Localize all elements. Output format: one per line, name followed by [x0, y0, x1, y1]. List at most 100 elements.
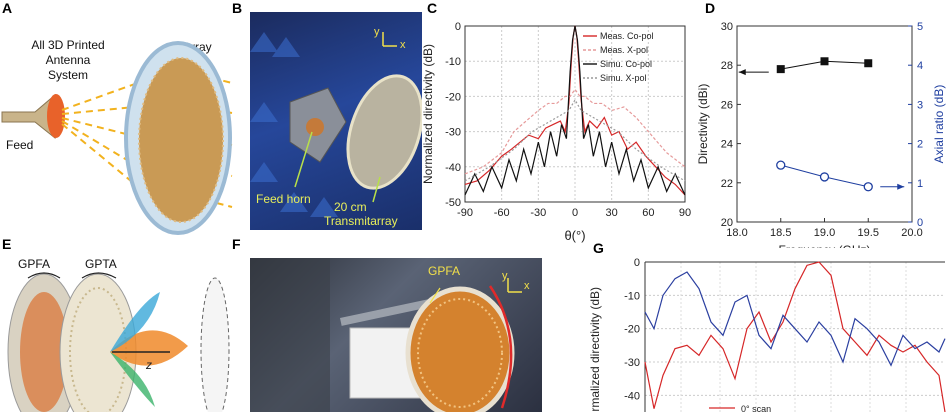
y-tick-label: 0 [455, 21, 461, 33]
x-axis-label: θ(°) [564, 228, 585, 243]
directivity-marker [820, 57, 829, 66]
legend-label: 0° scan [741, 404, 771, 412]
y-tick-label: -50 [445, 197, 461, 209]
y-tick-label: 26 [721, 99, 733, 111]
y-tick-label: -20 [624, 324, 640, 336]
y-axis-label: Normalized directivity (dB) [588, 287, 602, 412]
x-tick-label: -60 [494, 207, 510, 219]
system-caption-line: System [47, 68, 88, 82]
panel-label-d: D [705, 0, 716, 16]
chamber-scene [250, 32, 422, 217]
scanned-beam [110, 352, 155, 407]
x-tick-label: -90 [457, 207, 473, 219]
prototype-scene [250, 258, 522, 412]
scan-circle [200, 277, 230, 412]
x-axis-label: Frequency (GHz) [778, 243, 870, 248]
y-tick-label: -10 [624, 290, 640, 302]
x-tick-label: -30 [530, 207, 546, 219]
y2-tick-label: 2 [917, 139, 923, 151]
y2-tick-label: 3 [917, 99, 923, 111]
panel-label-c: C [427, 0, 438, 16]
y2-tick-label: 4 [917, 60, 923, 72]
series-line [644, 261, 946, 412]
y-tick-label: -40 [445, 162, 461, 174]
panel-label-g: G [593, 240, 604, 256]
panel-label-a: A [2, 0, 13, 16]
axial-ratio-marker [776, 160, 786, 170]
directivity-marker [864, 59, 873, 68]
y2-axis-label: Axial ratio (dB) [932, 85, 946, 164]
arrow-head [897, 183, 905, 190]
scanned-beam [110, 292, 160, 352]
anechoic-chamber-photo: y x Feed horn 20 cm Transmitarray [250, 12, 422, 230]
y-tick-label: 28 [721, 60, 733, 72]
y-tick-label: 24 [721, 139, 733, 151]
gpfa-photo-disc [405, 286, 515, 412]
chart-c: -90 -60 -30 0 30 60 90 0 -10 -20 -30 -40 -50 Meas. Co… [421, 21, 691, 243]
series-line [464, 25, 686, 196]
y-tick-label: -20 [445, 91, 461, 103]
axis-y-label-f: y [502, 270, 508, 282]
x-tick-label: 20.0 [901, 227, 922, 239]
legend-label: Simu. Co-pol [600, 59, 652, 69]
axis-x-label-f: x [524, 280, 530, 292]
axis-x-label: x [400, 39, 406, 51]
antenna-system-illustration [1, 41, 233, 235]
axial-ratio-marker [863, 182, 873, 192]
panel-label-b: B [232, 0, 243, 16]
axis-y-label: y [374, 26, 380, 38]
x-tick-label: 60 [642, 207, 654, 219]
y-tick-label: -30 [624, 357, 640, 369]
x-tick-label: 19.5 [858, 227, 879, 239]
y-tick-label: 0 [634, 257, 640, 269]
x-tick-label: 30 [606, 207, 618, 219]
y2-tick-label: 1 [917, 178, 923, 190]
x-tick-label: 18.0 [726, 227, 747, 239]
array-aperture [139, 58, 223, 222]
gpfa-label-f: GPFA [428, 264, 461, 278]
feed-horn-shape [1, 93, 56, 140]
arrow-head [738, 69, 746, 76]
feed-label: Feed [6, 138, 34, 152]
gpfa-photo-cells [417, 298, 503, 408]
series-line [464, 98, 686, 182]
mounting-rod [340, 295, 450, 326]
feed-aperture [47, 94, 65, 138]
array-cells [138, 57, 224, 223]
series-line [464, 88, 686, 175]
y2-tick-label: 0 [917, 217, 923, 229]
panel-label-e: E [2, 236, 12, 252]
legend-label: Meas. Co-pol [600, 31, 654, 41]
y-tick-label: 30 [721, 21, 733, 33]
series-line [644, 271, 946, 367]
y2-tick-label: 5 [917, 21, 923, 33]
x-tick-label: 18.5 [770, 227, 791, 239]
legend-label: Meas. X-pol [600, 45, 648, 55]
size-label: 20 cm [334, 200, 367, 214]
y-tick-label: -40 [624, 390, 640, 402]
feed-horn-photo [306, 118, 324, 136]
system-caption: All 3D Printed Antenna System [22, 38, 114, 83]
gpfa-label-e: GPFA [18, 257, 51, 271]
system-caption-line: All 3D Printed [31, 38, 105, 52]
y-axis-label: Directivity (dBi) [696, 84, 710, 165]
gpfa-elements [20, 292, 68, 412]
rotation-arrow [488, 285, 513, 409]
prototype-photo: GPFA y x [250, 258, 542, 412]
y-axis-label: Normalized directivity (dB) [421, 44, 435, 184]
transmitarray-label: Transmitarray [324, 214, 398, 228]
axis-z-label: z [146, 358, 152, 372]
transmitarray-photo [346, 74, 422, 190]
chart-d: 18.0 18.5 19.0 19.5 20.0 20 22 24 26 28 30 0 1 2 3 4 5 Fr… [696, 21, 946, 248]
feed-horn-label: Feed horn [256, 192, 311, 206]
axial-ratio-marker [819, 172, 830, 182]
y-tick-label: 20 [721, 217, 733, 229]
x-tick-label: 0 [572, 207, 578, 219]
system-caption-line: Antenna [45, 53, 91, 67]
directivity-marker [776, 65, 785, 74]
gpta-label: GPTA [85, 257, 117, 271]
beam-scanning-illustration [7, 272, 230, 412]
legend-label: Simu. X-pol [600, 73, 647, 83]
x-tick-label: 19.0 [814, 227, 835, 239]
panel-label-f: F [232, 236, 241, 252]
